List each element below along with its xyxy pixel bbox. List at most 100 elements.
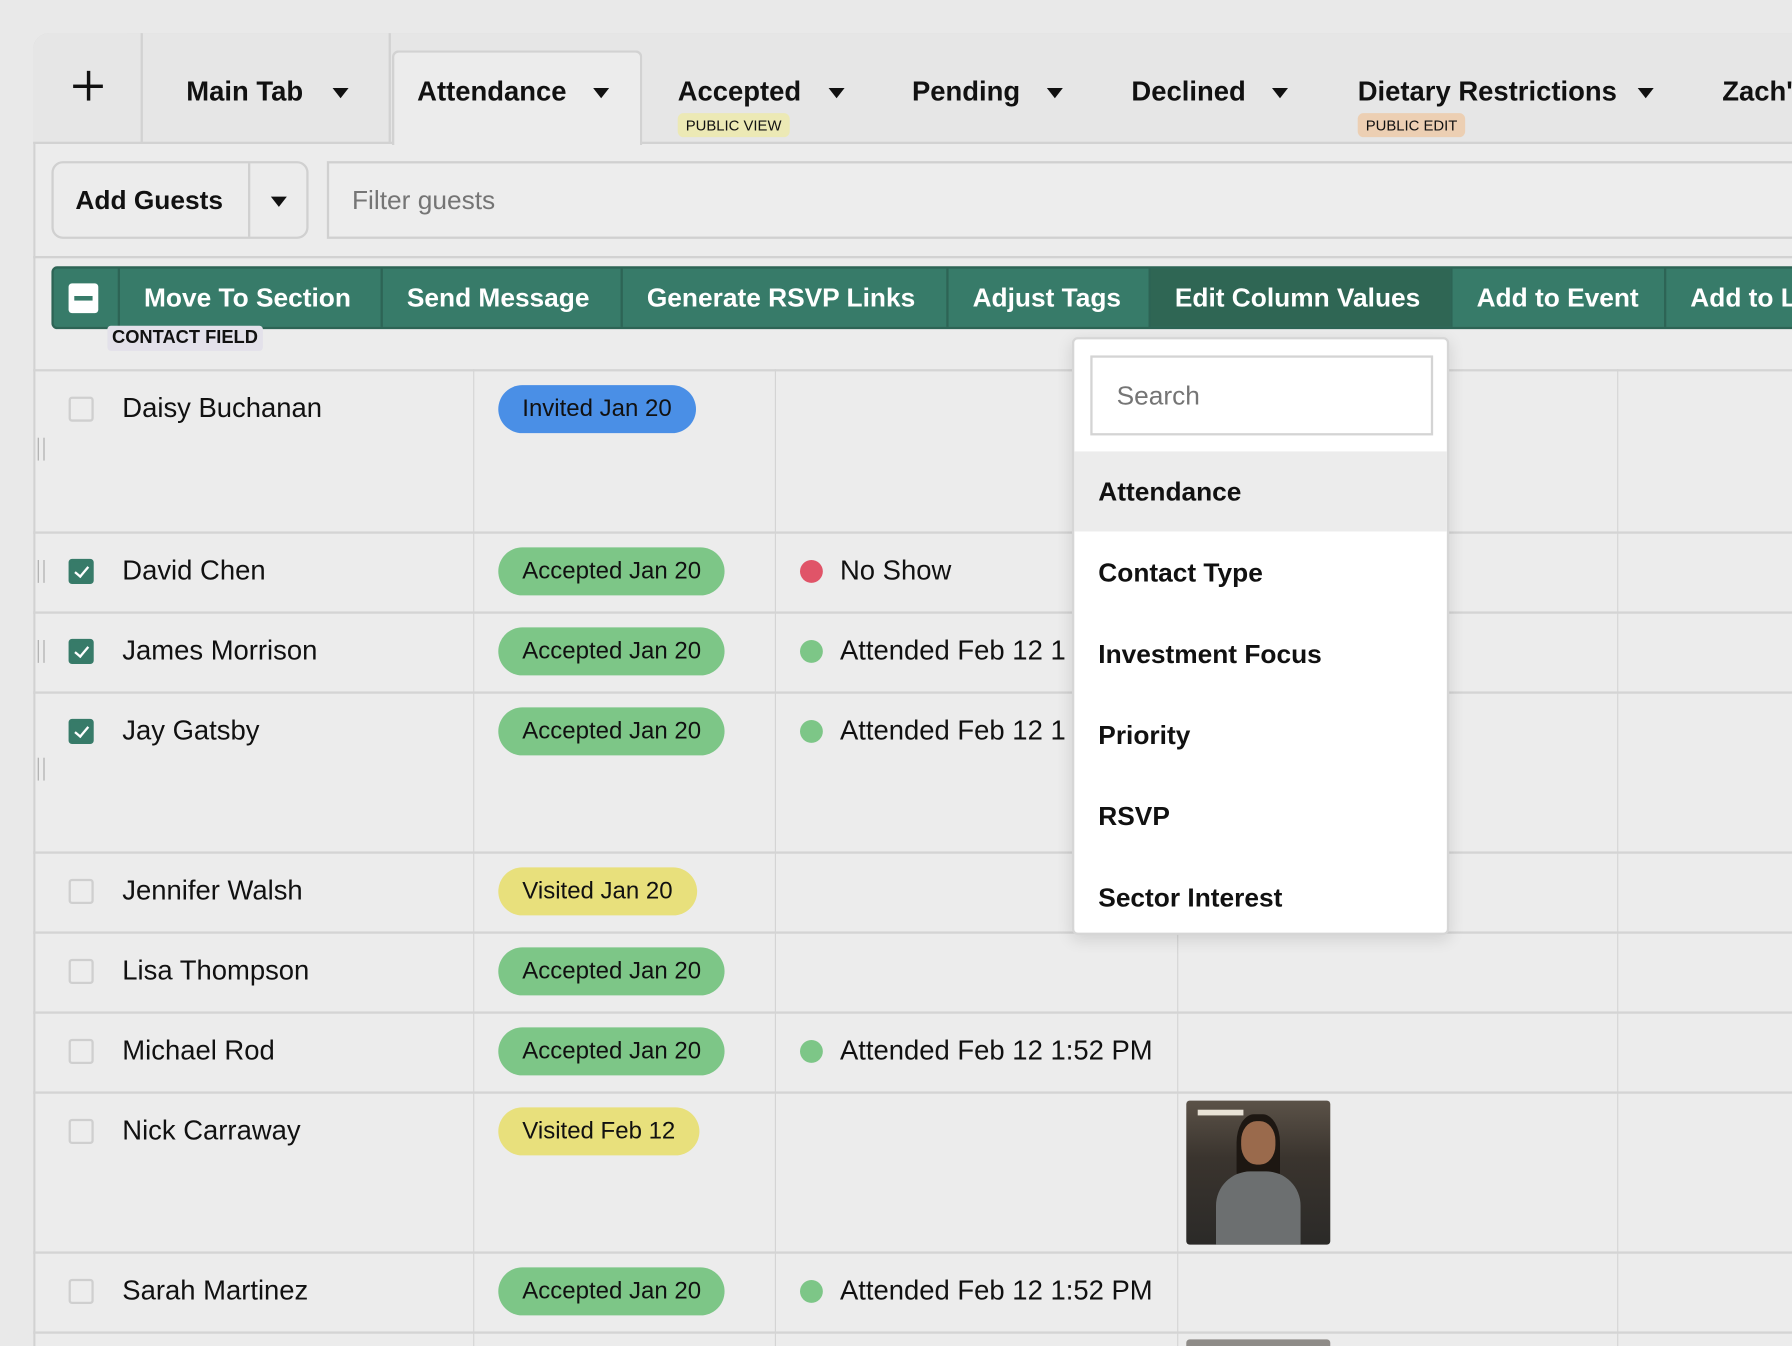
add-to-event-button[interactable]: Add to Event [1450, 268, 1664, 327]
add-guests-button[interactable]: Add Guests [51, 161, 309, 239]
caret-down-icon[interactable] [1271, 87, 1288, 99]
public-edit-badge: PUBLIC EDIT [1357, 113, 1466, 138]
add-to-list-button[interactable]: Add to L [1663, 268, 1792, 327]
guest-name[interactable]: James Morrison [122, 635, 318, 667]
tab-bar [33, 33, 1792, 143]
tab-attendance[interactable]: Attendance [392, 33, 642, 143]
add-tab-button[interactable] [33, 33, 143, 143]
divider [33, 255, 1792, 259]
tab-label: Attendance [417, 76, 567, 108]
dropdown-item-contact-type[interactable]: Contact Type [1098, 557, 1263, 588]
caret-down-icon[interactable] [332, 87, 349, 99]
rsvp-status-pill: Accepted Jan 20 [498, 1267, 726, 1316]
rsvp-status-pill: Accepted Jan 20 [498, 947, 726, 996]
guest-name[interactable]: Lisa Thompson [122, 955, 310, 987]
tab-main[interactable]: Main Tab [143, 33, 391, 143]
dropdown-item-priority[interactable]: Priority [1098, 719, 1191, 750]
caret-down-icon[interactable] [1637, 87, 1654, 99]
row-divider [33, 1011, 1792, 1014]
dropdown-item-attendance[interactable]: Attendance [1074, 451, 1447, 532]
guest-name[interactable]: Daisy Buchanan [122, 393, 323, 424]
generate-rsvp-links-button[interactable]: Generate RSVP Links [620, 268, 947, 327]
tab-declined[interactable]: Declined [1131, 33, 1314, 143]
column-divider [1617, 369, 1619, 1346]
rsvp-status-pill: Accepted Jan 20 [498, 627, 726, 676]
dropdown-item-rsvp[interactable]: RSVP [1098, 801, 1170, 831]
rsvp-status-pill: Accepted Jan 20 [498, 707, 726, 756]
row-divider [33, 851, 1792, 854]
rsvp-status-pill: Visited Feb 12 [498, 1107, 700, 1156]
column-divider [473, 369, 475, 1346]
attendance-value: Attended Feb 12 1:52 PM [839, 1275, 1153, 1307]
caret-down-icon[interactable] [270, 196, 287, 207]
divider [247, 163, 251, 237]
no-show-dot-icon [799, 559, 823, 583]
caret-down-icon[interactable] [828, 87, 845, 99]
row-checkbox[interactable] [68, 1278, 94, 1304]
caret-down-icon[interactable] [1046, 87, 1063, 99]
caret-down-icon[interactable] [593, 87, 610, 99]
photo-body [1215, 1171, 1301, 1245]
tab-label: Declined [1131, 76, 1246, 108]
adjust-tags-button[interactable]: Adjust Tags [946, 268, 1148, 327]
drag-handle-icon[interactable] [37, 757, 45, 781]
add-guests-label: Add Guests [75, 185, 223, 215]
divider [33, 141, 1792, 144]
row-checkbox[interactable] [68, 958, 94, 984]
filter-guests-input[interactable] [326, 161, 1792, 239]
row-checkbox[interactable] [68, 878, 94, 904]
row-divider [33, 369, 1792, 372]
drag-handle-icon[interactable] [37, 639, 45, 663]
guest-name[interactable]: David Chen [122, 555, 266, 587]
drag-handle-icon[interactable] [37, 437, 45, 461]
tab-pending[interactable]: Pending [912, 33, 1095, 143]
row-divider [33, 1091, 1792, 1094]
row-checkbox[interactable] [68, 1038, 94, 1064]
guest-name[interactable]: Jennifer Walsh [122, 875, 303, 907]
attended-dot-icon [799, 719, 823, 743]
attendance-value: Attended Feb 12 1 [839, 635, 1066, 667]
row-checkbox[interactable] [68, 558, 94, 584]
row-checkbox[interactable] [68, 396, 94, 422]
tab-accepted[interactable]: Accepted PUBLIC VIEW [677, 33, 884, 143]
attended-dot-icon [799, 1039, 823, 1063]
row-divider [33, 531, 1792, 534]
guest-photo [1186, 1339, 1331, 1346]
guest-name[interactable]: Jay Gatsby [122, 715, 260, 747]
plus-icon [73, 70, 103, 101]
edit-column-values-button[interactable]: Edit Column Values [1148, 268, 1451, 327]
tab-label: Accepted [677, 76, 802, 108]
row-divider [33, 691, 1792, 694]
attendance-value: Attended Feb 12 1:52 PM [839, 1035, 1153, 1067]
rsvp-status-pill: Accepted Jan 20 [498, 1027, 726, 1076]
attendance-value: No Show [839, 555, 952, 587]
dropdown-item-sector-interest[interactable]: Sector Interest [1098, 882, 1283, 912]
row-checkbox[interactable] [68, 1118, 94, 1144]
row-divider [33, 931, 1792, 934]
guest-name[interactable]: Nick Carraway [122, 1115, 301, 1147]
drag-handle-icon[interactable] [37, 559, 45, 583]
rsvp-status-pill: Visited Jan 20 [498, 867, 697, 916]
rsvp-status-pill: Accepted Jan 20 [498, 547, 726, 596]
row-checkbox[interactable] [68, 638, 94, 664]
tab-zachs[interactable]: Zach's [1722, 33, 1792, 143]
tab-label: Zach's [1722, 76, 1792, 108]
tab-label: Main Tab [186, 76, 304, 108]
send-message-button[interactable]: Send Message [380, 268, 621, 327]
deselect-all-checkbox[interactable] [68, 283, 99, 314]
attended-dot-icon [799, 639, 823, 663]
dropdown-item-investment-focus[interactable]: Investment Focus [1098, 638, 1322, 669]
contact-field-label: CONTACT FIELD [107, 325, 263, 351]
guest-name[interactable]: Sarah Martinez [122, 1275, 309, 1307]
row-divider [33, 1331, 1792, 1334]
move-to-section-button[interactable]: Move To Section [117, 268, 381, 327]
tab-dietary-restrictions[interactable]: Dietary Restrictions PUBLIC EDIT [1357, 33, 1678, 143]
public-view-badge: PUBLIC VIEW [677, 113, 790, 138]
photo-head [1241, 1121, 1276, 1165]
row-checkbox[interactable] [68, 718, 94, 744]
column-search-input[interactable] [1090, 355, 1434, 436]
attended-dot-icon [799, 1279, 823, 1303]
guest-name[interactable]: Michael Rod [122, 1035, 275, 1067]
bulk-action-bar: Move To Section Send Message Generate RS… [51, 266, 1792, 330]
row-divider [33, 611, 1792, 614]
